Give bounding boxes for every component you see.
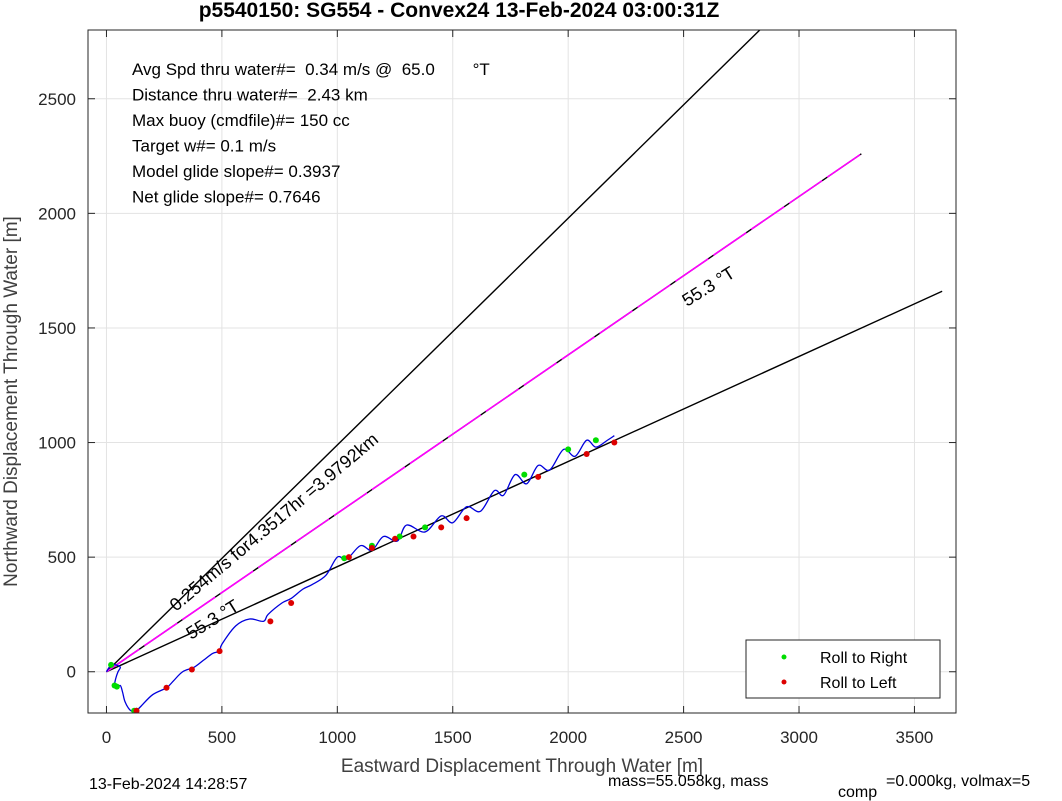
footer-mass-sub: comp xyxy=(838,784,877,801)
legend-marker-roll-left xyxy=(781,679,787,685)
roll-right-point xyxy=(113,683,120,690)
stats-line: Avg Spd thru water#= 0.34 m/s @ 65.0 °T xyxy=(132,60,490,79)
axes: 0 500 1000 1500 2000 2500 3000 3500 0 500 1000 150… xyxy=(38,29,957,747)
x-tick-label: 2000 xyxy=(549,728,587,747)
legend-box xyxy=(745,639,941,699)
y-tick-label: 1500 xyxy=(38,319,76,338)
roll-left-point xyxy=(438,524,445,531)
roll-markers xyxy=(108,437,618,713)
x-tick-label: 3500 xyxy=(896,728,934,747)
x-tick-label: 1000 xyxy=(318,728,356,747)
roll-left-point xyxy=(267,618,274,625)
y-tick-label: 2000 xyxy=(38,204,76,223)
roll-left-point xyxy=(163,684,170,691)
roll-left-point xyxy=(133,707,140,713)
y-tick-label: 1000 xyxy=(38,434,76,453)
roll-left-point xyxy=(535,473,542,480)
roll-right-point xyxy=(108,661,115,668)
roll-left-point xyxy=(410,533,417,540)
x-tick-label: 3000 xyxy=(780,728,818,747)
grid xyxy=(88,30,956,713)
stats-line: Net glide slope#= 0.7646 xyxy=(132,188,321,207)
footer-mass: mass=55.058kg, mass xyxy=(608,773,769,790)
x-tick-label: 2500 xyxy=(665,728,703,747)
stats-line: Max buoy (cmdfile)#= 150 cc xyxy=(132,111,350,130)
roll-left-point xyxy=(188,666,195,673)
roll-left-point xyxy=(345,554,352,561)
reference-line-1 xyxy=(105,30,761,673)
roll-right-point xyxy=(565,446,572,453)
roll-left-point xyxy=(611,439,618,446)
x-tick-label: 0 xyxy=(102,728,111,747)
legend: Roll to Right Roll to Left xyxy=(745,639,941,699)
roll-left-point xyxy=(368,544,375,551)
x-ticks: 0 500 1000 1500 2000 2500 3000 3500 xyxy=(102,30,934,747)
roll-left-point xyxy=(216,648,223,655)
stats-line: Target w#= 0.1 m/s xyxy=(132,137,276,156)
x-axis-label: Eastward Displacement Through Water [m] xyxy=(341,756,703,777)
y-axis-label: Northward Displacement Through Water [m] xyxy=(1,216,22,587)
legend-marker-roll-right xyxy=(781,654,787,660)
legend-label-roll-right: Roll to Right xyxy=(820,650,908,667)
roll-left-point xyxy=(288,599,295,606)
x-tick-label: 1500 xyxy=(434,728,472,747)
stats-block: Avg Spd thru water#= 0.34 m/s @ 65.0 °T D… xyxy=(132,60,490,207)
roll-left-point xyxy=(583,451,590,458)
stats-line: Model glide slope#= 0.3937 xyxy=(132,162,340,181)
reference-lines xyxy=(105,30,943,673)
roll-left-point xyxy=(463,515,470,522)
y-tick-label: 2500 xyxy=(38,90,76,109)
footer-date: 13-Feb-2024 14:28:57 xyxy=(89,776,247,793)
roll-right-point xyxy=(521,471,528,478)
y-tick-label: 0 xyxy=(67,663,76,682)
footer-mass-tail: =0.000kg, volmax=5 xyxy=(886,773,1030,790)
roll-right-point xyxy=(396,533,403,540)
glider-track xyxy=(105,435,615,713)
roll-left-point xyxy=(392,535,399,542)
reference-line-2 xyxy=(106,290,943,673)
track-path xyxy=(105,435,615,713)
roll-right-point xyxy=(422,524,429,531)
roll-right-point xyxy=(341,555,348,562)
chart-title: p5540150: SG554 - Convex24 13-Feb-2024 0… xyxy=(199,0,720,22)
stats-line: Distance thru water#= 2.43 km xyxy=(132,86,368,105)
x-tick-label: 500 xyxy=(208,728,236,747)
y-ticks: 0 500 1000 1500 2000 2500 xyxy=(38,90,956,682)
y-tick-label: 500 xyxy=(48,548,76,567)
roll-right-point xyxy=(592,437,599,444)
reference-line-4 xyxy=(106,153,862,673)
legend-label-roll-left: Roll to Left xyxy=(820,675,897,692)
